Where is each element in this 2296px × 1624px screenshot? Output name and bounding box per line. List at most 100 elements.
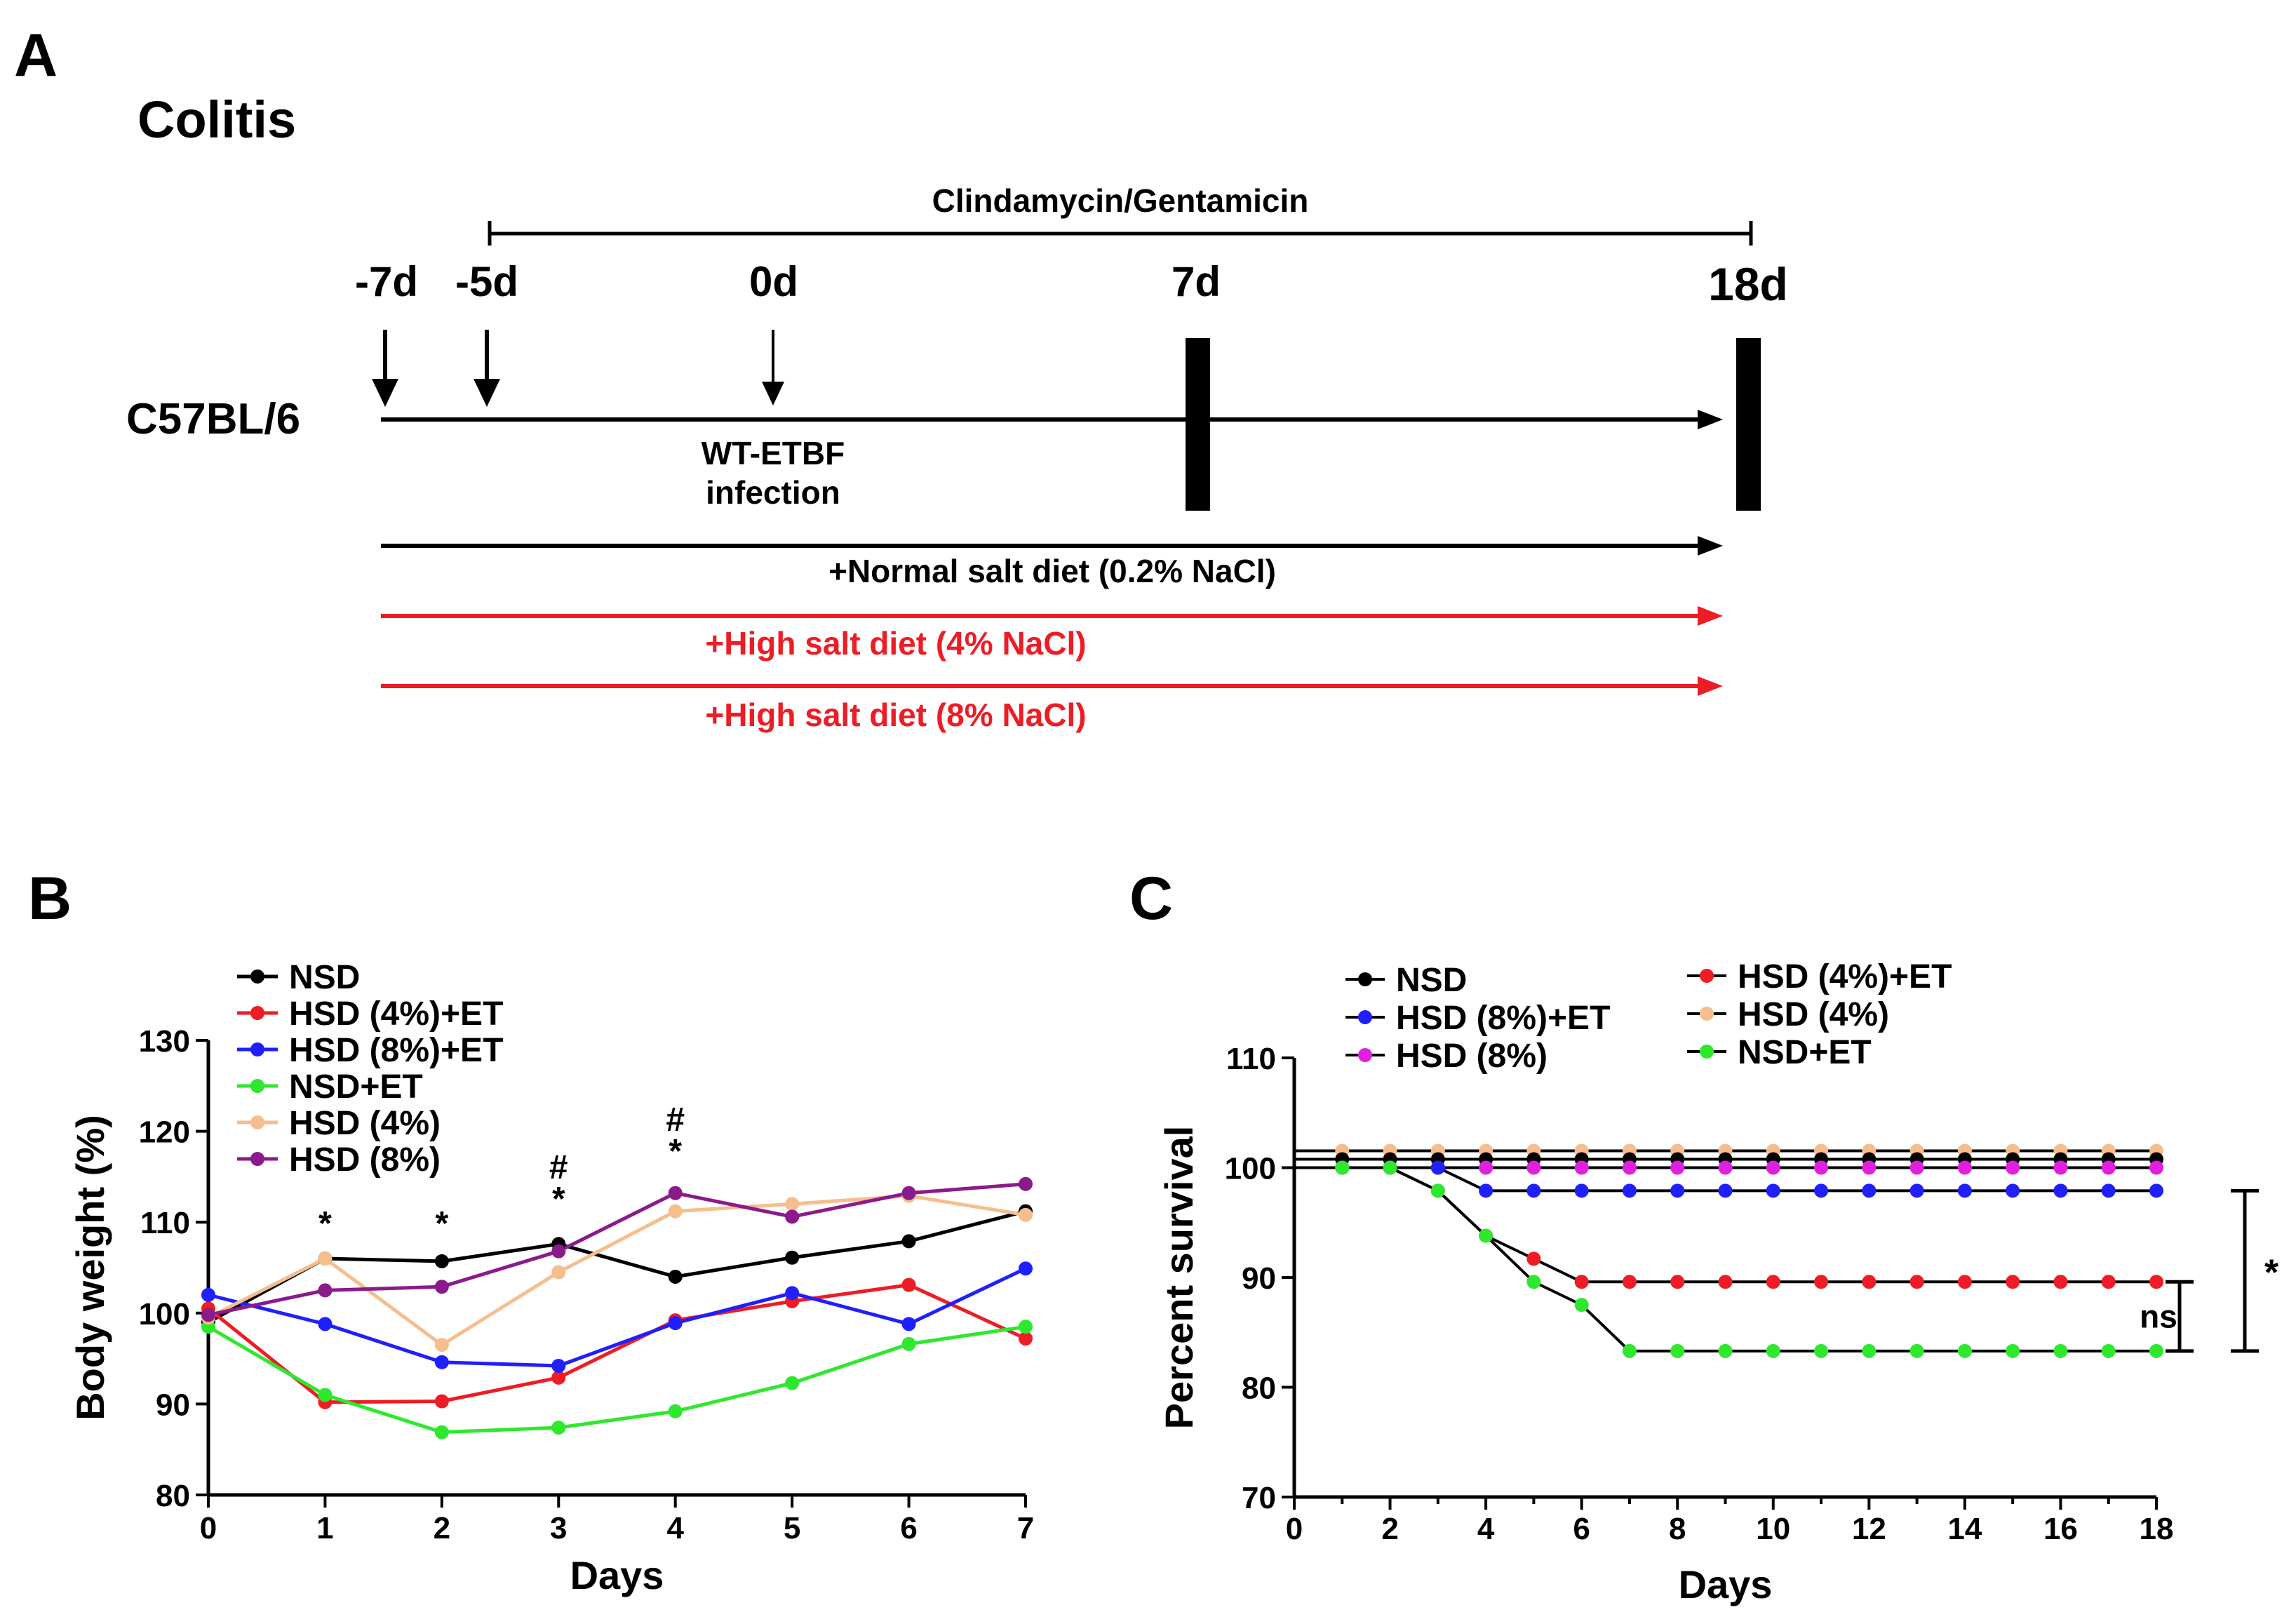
legend-label: HSD (4%)+ET	[1738, 958, 1952, 995]
legend-label: HSD (8%)	[1396, 1038, 1548, 1075]
survival-point	[1479, 1160, 1493, 1175]
down-arrow-icon	[372, 330, 398, 407]
data-point	[434, 1355, 449, 1369]
survival-point	[1909, 1183, 1924, 1198]
data-point	[668, 1269, 683, 1284]
x-tick-label: 4	[666, 1511, 684, 1545]
panel-b-body-weight-chart: B 80 90 100 110 120 130 0 1 2 3 4 5 6 7 Days Body weigh…	[28, 865, 1034, 1597]
legend-marker	[250, 1006, 264, 1020]
survival-point	[1526, 1275, 1541, 1289]
legend-marker	[250, 969, 264, 984]
survival-point	[1479, 1228, 1493, 1243]
survival-point	[1622, 1160, 1637, 1175]
y-axis-title: Body weight (%)	[68, 1115, 112, 1421]
data-point	[901, 1277, 916, 1292]
survival-point	[1814, 1160, 1829, 1175]
survival-point	[1766, 1160, 1780, 1175]
y-tick-label: 110	[1226, 1042, 1276, 1076]
survival-point	[2053, 1183, 2068, 1198]
survival-point	[1670, 1275, 1685, 1289]
day-label-0: 0d	[749, 258, 798, 305]
data-point	[668, 1404, 683, 1418]
survival-point	[2101, 1343, 2116, 1358]
survival-point	[1430, 1160, 1445, 1175]
x-tick-label: 6	[900, 1511, 917, 1545]
x-tick-label: 6	[1573, 1512, 1590, 1546]
y-tick-label: 130	[139, 1024, 190, 1059]
survival-point	[1526, 1251, 1541, 1266]
survival-point	[2149, 1183, 2163, 1198]
data-point	[785, 1286, 800, 1301]
x-tick-label: 16	[2043, 1512, 2078, 1546]
survival-point	[2101, 1275, 2116, 1289]
x-axis-title: Days	[570, 1553, 664, 1597]
survival-point	[1909, 1160, 1924, 1175]
data-point	[901, 1317, 916, 1331]
data-point	[901, 1336, 916, 1351]
x-axis-title: Days	[1679, 1562, 1773, 1606]
data-point	[1019, 1331, 1033, 1346]
survival-point	[1862, 1183, 1877, 1198]
data-point	[434, 1254, 449, 1268]
survival-point	[2006, 1183, 2020, 1198]
day-label-7: 7d	[1172, 258, 1221, 305]
sacrifice-bar-day7	[1186, 338, 1210, 511]
data-point	[201, 1287, 215, 1302]
legend-label: HSD (4%)+ET	[289, 995, 503, 1033]
down-arrow-icon	[762, 330, 784, 405]
survival-point	[1909, 1343, 1924, 1358]
data-point	[434, 1425, 449, 1440]
survival-point	[2053, 1343, 2068, 1358]
legend-label: HSD (8%)+ET	[1396, 1000, 1610, 1037]
x-tick-label: 0	[200, 1511, 217, 1545]
y-tick-label: 70	[1242, 1481, 1276, 1515]
legend-label: HSD (4%)	[289, 1105, 441, 1142]
survival-point	[1766, 1343, 1780, 1358]
y-tick-label: 110	[140, 1206, 190, 1240]
panel-a-label: A	[14, 22, 58, 89]
survival-point	[2006, 1275, 2020, 1289]
series-line	[208, 1267, 1027, 1368]
ns-label: ns	[2140, 1298, 2177, 1335]
y-tick-label: 100	[139, 1297, 190, 1331]
survival-point	[2101, 1160, 2116, 1175]
x-tick-label: 12	[1852, 1512, 1886, 1546]
legend-label: NSD+ET	[1738, 1034, 1872, 1071]
data-point	[551, 1370, 566, 1385]
survival-point	[1814, 1275, 1829, 1289]
legend-marker	[1700, 1007, 1714, 1021]
data-point	[668, 1186, 683, 1200]
sacrifice-bar-day18	[1736, 338, 1761, 511]
panel-c-label: C	[1129, 865, 1173, 932]
survival-point	[1670, 1183, 1685, 1198]
arrow-head-icon	[1698, 536, 1723, 556]
survival-point	[1814, 1183, 1829, 1198]
star-label: *	[2264, 1253, 2279, 1294]
data-point	[551, 1421, 566, 1435]
legend-label: HSD (8%)	[289, 1141, 441, 1179]
y-tick-label: 80	[1242, 1371, 1276, 1406]
survival-point	[1957, 1160, 1972, 1175]
survival-point	[1622, 1343, 1637, 1358]
data-point	[434, 1394, 449, 1409]
data-point	[785, 1250, 800, 1265]
survival-point	[1574, 1183, 1589, 1198]
legend-marker	[1358, 1010, 1372, 1024]
data-point	[901, 1186, 916, 1200]
survival-point	[1622, 1275, 1637, 1289]
legend-label: NSD+ET	[289, 1068, 423, 1106]
legend-marker	[250, 1152, 264, 1166]
y-tick-label: 100	[1225, 1152, 1276, 1186]
data-point	[551, 1244, 566, 1259]
data-point	[785, 1209, 800, 1224]
legend-marker	[1700, 969, 1714, 983]
survival-point	[2149, 1160, 2163, 1175]
legend-marker	[250, 1042, 264, 1056]
data-point	[434, 1338, 449, 1353]
data-point	[1019, 1207, 1033, 1222]
data-point	[1019, 1320, 1033, 1334]
x-tick-label: 18	[2140, 1512, 2174, 1546]
infection-label-line1: WT-ETBF	[701, 435, 845, 471]
data-point	[551, 1265, 566, 1280]
